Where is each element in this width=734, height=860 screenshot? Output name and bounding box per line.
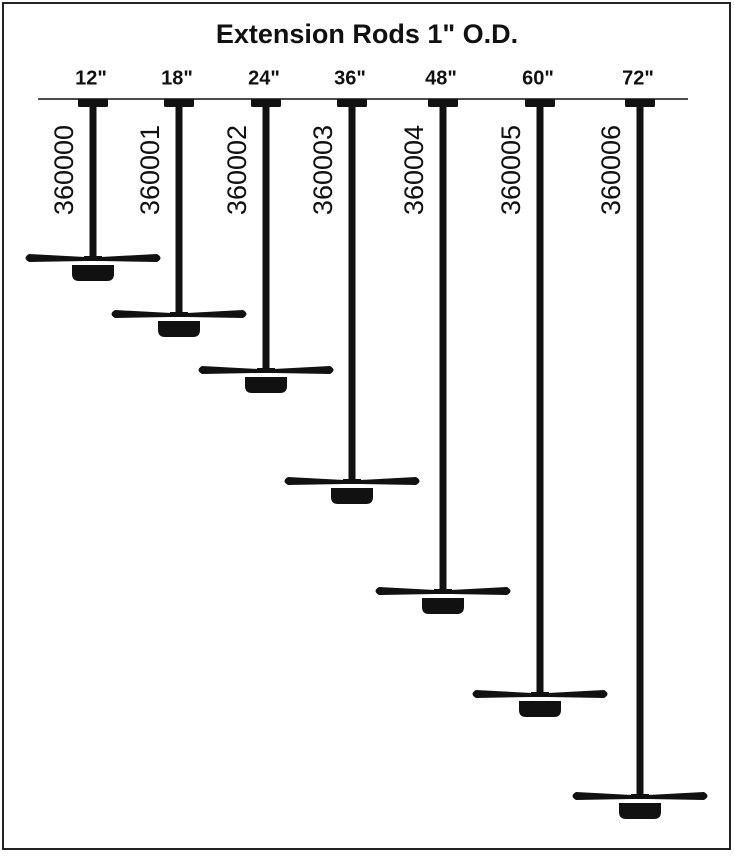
fan-motor [331,488,373,504]
rod [89,104,97,258]
frame [2,2,731,850]
rod-size: 12" [75,67,107,89]
rod-mount [78,99,108,107]
fan-blade [572,792,632,800]
rod-mount [164,99,194,107]
fan-blade [198,366,258,374]
part-number: 360005 [496,125,526,215]
rod-mount [428,99,458,107]
rod-mount [251,99,281,107]
fan-motor [422,598,464,614]
fan-motor [72,265,114,281]
fan-hub [170,312,188,317]
rod-mount [525,99,555,107]
fan-hub [257,368,275,373]
rod [262,104,270,370]
fan-blade [451,587,511,595]
fan-hub [631,794,649,799]
rod-size: 18" [161,67,193,89]
fan-blade [187,310,247,318]
fan-blade [472,690,532,698]
part-number: 360002 [222,125,252,215]
rod-size: 36" [334,67,366,89]
fan-motor [519,701,561,717]
fan-hub [343,479,361,484]
part-number: 360004 [399,125,429,215]
rod [175,104,183,314]
fan-hub [531,692,549,697]
fan-hub [84,256,102,261]
rod [348,104,356,481]
fan-blade [548,690,608,698]
rod-assembly: 24" 360002 [198,67,334,393]
rod [439,104,447,591]
fan-blade [284,477,344,485]
rod-assembly: 36" 360003 [284,67,420,504]
title: Extension Rods 1" O.D. [216,19,518,49]
fan-blade [274,366,334,374]
rod-size: 60" [522,67,554,89]
rod-assembly: 72" 360006 [572,67,708,819]
rod [636,104,644,796]
fan-blade [111,310,171,318]
fan-blade [375,587,435,595]
rod-assembly: 18" 360001 [111,67,247,337]
rod-mount [337,99,367,107]
fan-blade [25,254,85,262]
fan-motor [245,377,287,393]
fan-blade [360,477,420,485]
part-number: 360001 [135,125,165,215]
rod-size: 48" [425,67,457,89]
fan-blade [101,254,161,262]
rod [536,104,544,694]
part-number: 360006 [596,125,626,215]
rod-assembly: 60" 360005 [472,67,608,717]
rod-assembly: 48" 360004 [375,67,511,614]
rod-size: 24" [248,67,280,89]
fan-hub [434,589,452,594]
fan-motor [619,803,661,819]
part-number: 360003 [308,125,338,215]
fan-blade [648,792,708,800]
rod-size: 72" [622,67,654,89]
rod-mount [625,99,655,107]
part-number: 360000 [49,125,79,215]
fan-motor [158,321,200,337]
rod-assembly: 12" 360000 [25,67,161,281]
